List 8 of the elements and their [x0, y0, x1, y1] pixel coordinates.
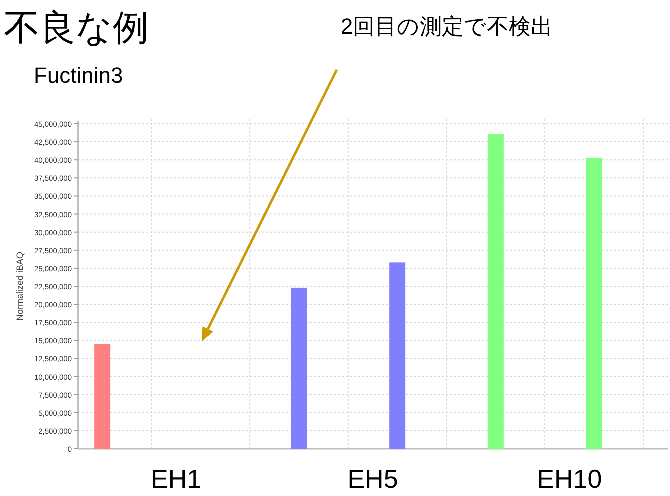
chart-subtitle: Fuctinin3	[34, 63, 124, 88]
x-tick-label: EH5	[348, 464, 398, 494]
text: 2回目の測定で不検出	[340, 14, 554, 39]
chart-title: 不良な例	[4, 7, 149, 48]
bar	[94, 344, 111, 449]
x-tick-label: EH10	[537, 464, 602, 494]
y-axis-title: Normalized iBAQ	[15, 252, 25, 322]
x-tick-label: EH1	[151, 464, 202, 494]
